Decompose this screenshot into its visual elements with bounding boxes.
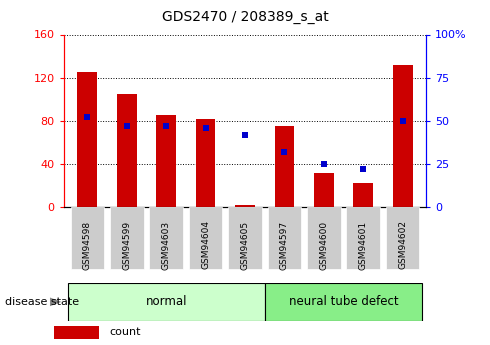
Bar <box>353 183 373 207</box>
Bar <box>274 126 294 207</box>
Bar <box>156 115 176 207</box>
FancyBboxPatch shape <box>346 207 380 269</box>
Bar <box>77 72 97 207</box>
FancyBboxPatch shape <box>110 207 144 269</box>
FancyBboxPatch shape <box>149 207 183 269</box>
Text: disease state: disease state <box>5 297 79 307</box>
Bar <box>117 94 137 207</box>
FancyBboxPatch shape <box>189 207 222 269</box>
FancyBboxPatch shape <box>386 207 419 269</box>
Point <box>123 123 131 129</box>
FancyBboxPatch shape <box>307 207 341 269</box>
Bar <box>235 205 255 207</box>
Text: GSM94604: GSM94604 <box>201 220 210 269</box>
Bar <box>54 326 98 339</box>
Text: GSM94605: GSM94605 <box>241 220 249 269</box>
FancyBboxPatch shape <box>268 207 301 269</box>
Text: GSM94600: GSM94600 <box>319 220 328 269</box>
Bar <box>68 283 265 321</box>
Text: count: count <box>110 327 141 337</box>
Point <box>202 125 210 130</box>
FancyBboxPatch shape <box>228 207 262 269</box>
Text: GSM94597: GSM94597 <box>280 220 289 269</box>
Point <box>359 166 367 172</box>
FancyBboxPatch shape <box>71 207 104 269</box>
Point <box>280 149 288 155</box>
Text: GDS2470 / 208389_s_at: GDS2470 / 208389_s_at <box>162 10 328 24</box>
Bar <box>265 283 422 321</box>
Text: normal: normal <box>146 295 187 308</box>
Text: GSM94603: GSM94603 <box>162 220 171 269</box>
Bar <box>196 119 216 207</box>
Text: GSM94599: GSM94599 <box>122 220 131 269</box>
Point <box>399 118 407 124</box>
Text: GSM94602: GSM94602 <box>398 220 407 269</box>
Text: neural tube defect: neural tube defect <box>289 295 398 308</box>
Text: GSM94598: GSM94598 <box>83 220 92 269</box>
Point <box>241 132 249 137</box>
Bar <box>393 65 413 207</box>
Point <box>83 115 91 120</box>
Point <box>162 123 170 129</box>
Point <box>320 161 328 167</box>
Polygon shape <box>50 297 61 306</box>
Text: GSM94601: GSM94601 <box>359 220 368 269</box>
Bar <box>314 172 334 207</box>
